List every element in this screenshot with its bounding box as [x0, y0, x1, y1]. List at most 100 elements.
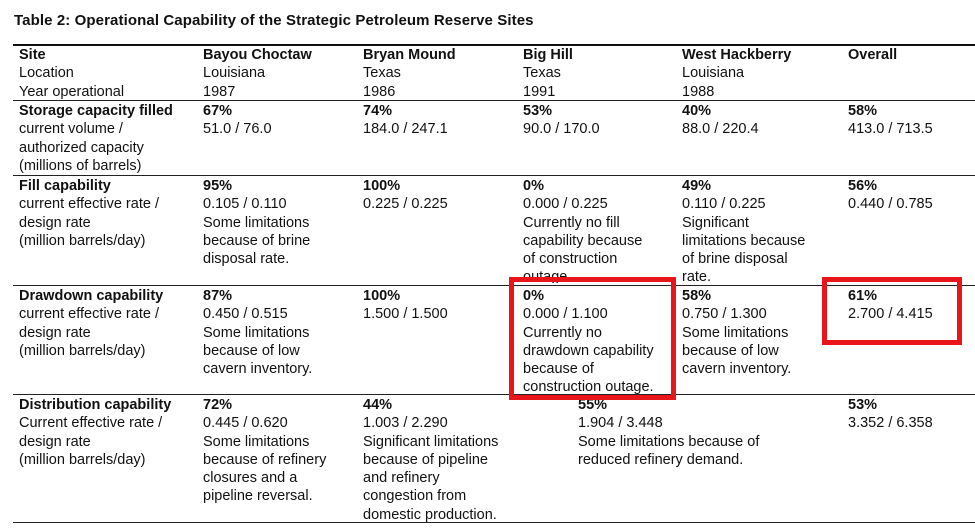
- pct-value: 72%: [203, 397, 233, 413]
- note-line: because of low: [203, 342, 300, 359]
- fill-cell: 49% 0.110 / 0.225 Significant limitation…: [682, 177, 805, 287]
- drawdown-cell: 58% 0.750 / 1.300 Some limitations becau…: [682, 287, 791, 378]
- ratio-value: 90.0 / 170.0: [523, 121, 600, 138]
- note-line: reduced refinery demand.: [578, 451, 744, 468]
- row-label: Drawdown capability: [19, 288, 164, 304]
- pct-value: 56%: [848, 178, 878, 194]
- note-line: Significant: [682, 214, 749, 231]
- drawdown-cell: 87% 0.450 / 0.515 Some limitations becau…: [203, 287, 312, 378]
- row-label: Storage capacity filled: [19, 103, 173, 119]
- note-line: drawdown capability: [523, 342, 654, 359]
- pct-value: 40%: [682, 103, 712, 119]
- fill-label-cell: Fill capability current effective rate /…: [19, 177, 159, 250]
- row-label: Distribution capability: [19, 397, 172, 413]
- note-line: construction outage.: [523, 379, 654, 396]
- pct-value: 74%: [363, 103, 393, 119]
- site-location: Louisiana: [203, 65, 266, 82]
- pct-value: 87%: [203, 288, 233, 304]
- note-line: because of: [523, 361, 594, 378]
- note-line: Currently no: [523, 324, 602, 341]
- note-line: cavern inventory.: [682, 361, 792, 378]
- note-line: congestion from: [363, 488, 467, 505]
- note-line: Currently no fill: [523, 214, 620, 231]
- pct-value: 100%: [363, 178, 401, 194]
- pct-value: 55%: [578, 397, 608, 413]
- ratio-value: 0.440 / 0.785: [848, 196, 933, 213]
- pct-value: 58%: [682, 288, 712, 304]
- pct-value: 61%: [848, 288, 878, 304]
- distribution-label-cell: Distribution capability Current effectiv…: [19, 396, 171, 469]
- note-line: pipeline reversal.: [203, 488, 313, 505]
- row-desc: (million barrels/day): [19, 451, 146, 468]
- row-desc: design rate: [19, 433, 91, 450]
- header-year-label: Year operational: [19, 83, 125, 100]
- note-line: Significant limitations: [363, 433, 499, 450]
- note-line: domestic production.: [363, 506, 497, 523]
- rule-after-header: [13, 100, 975, 101]
- table-title: Table 2: Operational Capability of the S…: [14, 12, 534, 29]
- note-line: because of low: [682, 342, 779, 359]
- storage-cell: 58% 413.0 / 713.5: [848, 102, 933, 139]
- site-name: Bryan Mound: [363, 47, 456, 63]
- site-name: Bayou Choctaw: [203, 47, 312, 63]
- row-desc: (million barrels/day): [19, 342, 146, 359]
- ratio-value: 0.000 / 1.100: [523, 306, 608, 323]
- storage-cell: 40% 88.0 / 220.4: [682, 102, 759, 139]
- rule-after-drawdown: [13, 394, 975, 395]
- note-line: of brine disposal: [682, 251, 788, 268]
- header-label-cell: Site Location Year operational: [19, 46, 124, 101]
- ratio-value: 0.225 / 0.225: [363, 196, 448, 213]
- row-desc: design rate: [19, 324, 91, 341]
- drawdown-cell: 100% 1.500 / 1.500: [363, 287, 448, 324]
- pct-value: 53%: [848, 397, 878, 413]
- fill-cell: 100% 0.225 / 0.225: [363, 177, 448, 214]
- ratio-value: 0.750 / 1.300: [682, 306, 767, 323]
- note-line: because of pipeline: [363, 451, 488, 468]
- ratio-value: 0.110 / 0.225: [682, 196, 766, 213]
- drawdown-label-cell: Drawdown capability current effective ra…: [19, 287, 163, 360]
- note-line: and refinery: [363, 470, 440, 487]
- header-site-cell: Overall: [848, 46, 897, 64]
- row-desc: current volume /: [19, 121, 123, 138]
- header-site-label: Site: [19, 47, 46, 63]
- site-location: Louisiana: [682, 65, 745, 82]
- ratio-value: 413.0 / 713.5: [848, 121, 933, 138]
- row-desc: current effective rate /: [19, 196, 159, 213]
- fill-cell: 95% 0.105 / 0.110 Some limitations becau…: [203, 177, 310, 268]
- site-year: 1986: [363, 83, 396, 100]
- note-line: limitations because: [682, 232, 806, 249]
- row-desc: design rate: [19, 214, 91, 231]
- note-line: of construction: [523, 251, 618, 268]
- pct-value: 44%: [363, 397, 393, 413]
- pct-value: 0%: [523, 178, 544, 194]
- site-year: 1987: [203, 83, 236, 100]
- row-label: Fill capability: [19, 178, 111, 194]
- fill-cell: 0% 0.000 / 0.225 Currently no fill capab…: [523, 177, 642, 283]
- row-desc: authorized capacity: [19, 139, 144, 156]
- site-location: Texas: [363, 65, 401, 82]
- storage-cell: 67% 51.0 / 76.0: [203, 102, 272, 139]
- note-line: because of brine: [203, 232, 311, 249]
- header-site-cell: West Hackberry Louisiana 1988: [682, 46, 791, 101]
- row-desc: Current effective rate /: [19, 415, 163, 432]
- note-line: disposal rate.: [203, 251, 290, 268]
- fill-cell: 56% 0.440 / 0.785: [848, 177, 933, 214]
- note-line: cavern inventory.: [203, 361, 313, 378]
- distribution-cell: 53% 3.352 / 6.358: [848, 396, 933, 433]
- rule-top: [13, 44, 975, 46]
- note-line: because of refinery: [203, 451, 327, 468]
- ratio-value: 1.904 / 3.448: [578, 415, 663, 432]
- pct-value: 53%: [523, 103, 553, 119]
- note-line: closures and a: [203, 470, 298, 487]
- note-line: capability because: [523, 232, 643, 249]
- header-site-cell: Big Hill Texas 1991: [523, 46, 573, 101]
- pct-value: 95%: [203, 178, 233, 194]
- site-name: West Hackberry: [682, 47, 792, 63]
- rule-after-fill: [13, 285, 975, 286]
- storage-cell: 53% 90.0 / 170.0: [523, 102, 600, 139]
- ratio-value: 3.352 / 6.358: [848, 415, 933, 432]
- ratio-value: 184.0 / 247.1: [363, 121, 448, 138]
- ratio-value: 2.700 / 4.415: [848, 306, 933, 323]
- note-line: Some limitations: [203, 324, 310, 341]
- row-desc: (million barrels/day): [19, 232, 146, 249]
